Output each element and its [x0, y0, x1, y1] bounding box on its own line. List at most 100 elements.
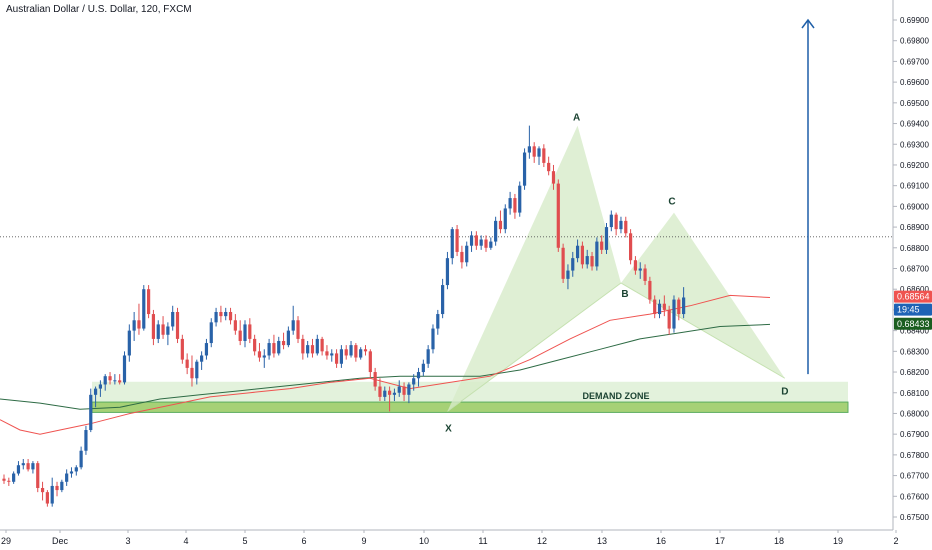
candle-body: [147, 289, 151, 315]
candle-body: [180, 338, 184, 360]
candle-body: [7, 480, 11, 482]
candle-body: [421, 363, 425, 373]
price-badge-label: 0.68564: [897, 292, 930, 302]
candle-body: [257, 351, 262, 358]
candle-body: [441, 285, 445, 315]
candle-body: [243, 324, 247, 341]
candle-body: [513, 198, 517, 213]
candle-body: [416, 372, 421, 379]
candle-body: [253, 338, 257, 352]
demand-zone-base: [91, 401, 849, 413]
candle-body: [363, 349, 368, 352]
candle-body: [527, 146, 531, 153]
candle-body: [503, 208, 507, 230]
candle-body: [354, 345, 358, 358]
y-tick-label: 0.69300: [900, 140, 929, 149]
candle-body: [69, 471, 74, 474]
candle-body: [648, 280, 652, 300]
x-tick-label: 17: [715, 536, 725, 546]
candle-body: [561, 247, 565, 279]
candle-body: [672, 299, 676, 329]
x-tick-label: 16: [656, 536, 666, 546]
y-tick-label: 0.67600: [900, 492, 929, 501]
candle-body: [359, 349, 363, 358]
point-label-c: C: [668, 197, 675, 208]
candle-body: [489, 241, 493, 248]
y-tick-label: 0.69800: [900, 37, 929, 46]
candle-body: [262, 355, 266, 358]
price-badge-label: 0.68433: [897, 319, 930, 329]
candle-body: [450, 229, 454, 259]
x-tick-label: 11: [478, 536, 487, 546]
candle-body: [653, 299, 657, 315]
candle-body: [45, 492, 49, 504]
candle-body: [522, 152, 527, 186]
candle-body: [200, 355, 204, 362]
y-tick-label: 0.69000: [900, 202, 929, 211]
y-tick-label: 0.68000: [900, 409, 929, 418]
candle-body: [677, 299, 681, 315]
y-tick-label: 0.69200: [900, 161, 929, 170]
candle-body: [26, 463, 30, 470]
candle-body: [127, 330, 131, 356]
candle-body: [619, 220, 623, 230]
candle-body: [65, 473, 69, 482]
candle-body: [397, 386, 401, 393]
candle-body: [682, 297, 686, 315]
candle-body: [195, 361, 199, 379]
candle-body: [12, 473, 16, 482]
candle-body: [609, 214, 613, 228]
y-tick-label: 0.67800: [900, 451, 929, 460]
pattern-bcd: [620, 212, 785, 379]
candle-body: [392, 392, 397, 395]
candle-body: [575, 245, 580, 259]
point-label-x: X: [445, 423, 452, 434]
candle-body: [166, 326, 170, 335]
candle-body: [132, 320, 136, 331]
y-tick-label: 0.67500: [900, 513, 929, 522]
y-tick-label: 0.69600: [900, 78, 929, 87]
candle-body: [233, 320, 237, 331]
y-tick-label: 0.67700: [900, 472, 929, 481]
candle-body: [585, 256, 589, 265]
candle-body: [40, 488, 45, 493]
candle-body: [277, 340, 281, 354]
x-tick-label: 6: [301, 536, 306, 546]
candle-body: [281, 340, 286, 346]
candle-body: [431, 328, 435, 350]
candle-body: [315, 338, 319, 354]
x-tick-label: 3: [125, 536, 130, 546]
candle-body: [79, 450, 83, 468]
candle-body: [137, 320, 141, 329]
candle-body: [542, 148, 546, 163]
candle-body: [551, 171, 556, 184]
x-tick-label: 29: [1, 536, 11, 546]
candle-body: [21, 463, 25, 466]
candle-body: [629, 233, 633, 261]
candle-body: [498, 220, 503, 230]
candle-body: [272, 343, 276, 354]
y-tick-label: 0.68600: [900, 285, 929, 294]
ma-green-line: [0, 323, 771, 410]
candle-body: [469, 235, 474, 246]
candle-body: [426, 349, 430, 364]
candle-body: [301, 338, 305, 354]
candle-body: [657, 303, 662, 315]
y-tick-label: 0.69400: [900, 120, 929, 129]
candle-body: [624, 220, 628, 234]
point-label-a: A: [573, 113, 580, 124]
candle-body: [667, 309, 671, 329]
candle-body: [248, 324, 252, 339]
candle-body: [633, 260, 638, 271]
candle-body: [484, 239, 488, 248]
candle-body: [383, 390, 387, 397]
candle-body: [580, 245, 584, 265]
candle-body: [2, 478, 6, 481]
candle-body: [209, 322, 213, 344]
y-tick-label: 0.68200: [900, 368, 929, 377]
candle-body: [214, 311, 218, 323]
candle-body: [474, 235, 478, 246]
candle-body: [228, 311, 233, 321]
candle-body: [93, 388, 98, 395]
